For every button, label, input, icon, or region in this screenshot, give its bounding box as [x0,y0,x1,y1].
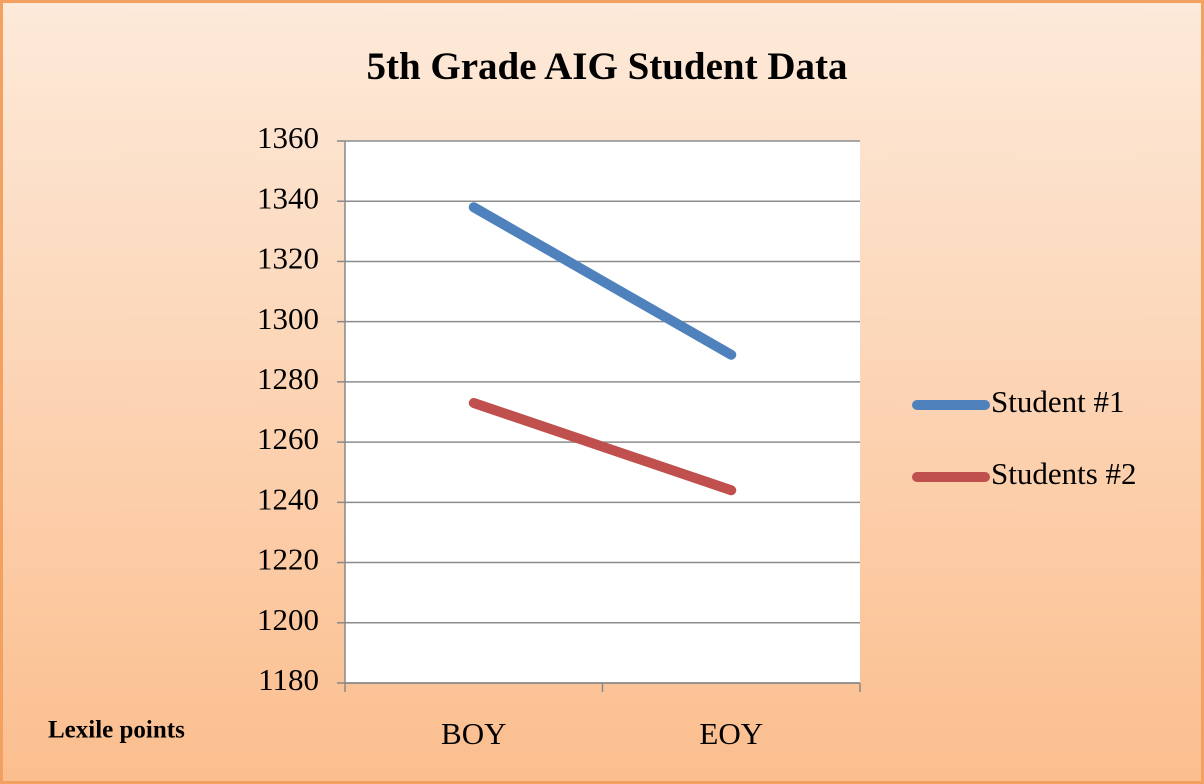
y-tick-label: 1280 [257,361,319,396]
y-tick-label: 1300 [257,301,319,336]
y-tick-label: 1240 [257,481,319,516]
plot-area [345,141,860,683]
legend-label: Student #1 [991,384,1124,419]
x-tick-label: BOY [441,716,506,751]
axis-label: Lexile points [48,717,185,744]
y-tick-label: 1340 [257,180,319,215]
y-tick-label: 1220 [257,542,319,577]
legend-label: Students #2 [991,456,1137,491]
series-line [468,397,737,496]
y-tick-label: 1180 [258,662,319,697]
y-tick-label: 1200 [257,602,319,637]
x-tick-label: EOY [699,716,763,751]
y-tick-label: 1360 [257,120,319,155]
y-tick-label: 1260 [257,421,319,456]
series-line [468,202,737,360]
y-tick-label: 1320 [257,241,319,276]
chart-title: 5th Grade AIG Student Data [366,45,847,88]
